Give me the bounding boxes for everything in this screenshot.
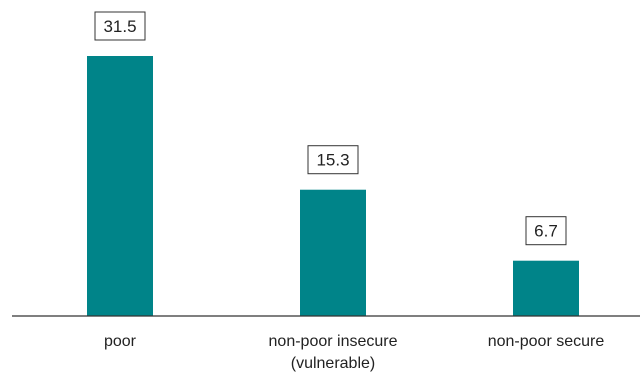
value-label-box-0 — [94, 11, 146, 41]
value-labels-group: 31.5 15.3 6.7 — [94, 11, 567, 246]
x-tick-label-0-line-0: poor — [104, 333, 137, 350]
bar-1 — [300, 189, 366, 316]
x-tick-label-0: poor — [104, 333, 137, 350]
value-label-box-1 — [307, 145, 359, 175]
value-label-1: 15.3 — [316, 151, 349, 170]
x-tick-label-2-line-0: non-poor secure — [488, 333, 605, 350]
value-label-box-2 — [525, 216, 567, 246]
x-tick-labels-group: poor non-poor insecure (vulnerable)non-poo… — [104, 333, 604, 372]
x-tick-label-1-line-1: (vulnerable) — [291, 355, 375, 372]
value-label-0: 31.5 — [103, 17, 136, 36]
bar-0 — [87, 56, 153, 316]
x-tick-label-2: non-poor secure — [488, 333, 605, 350]
x-tick-label-1-line-0: non-poor insecure — [269, 333, 398, 350]
x-tick-label-1: non-poor insecure (vulnerable) — [269, 333, 398, 372]
bar-2 — [513, 260, 579, 316]
bars-group — [87, 56, 579, 316]
value-label-2: 6.7 — [534, 222, 558, 241]
